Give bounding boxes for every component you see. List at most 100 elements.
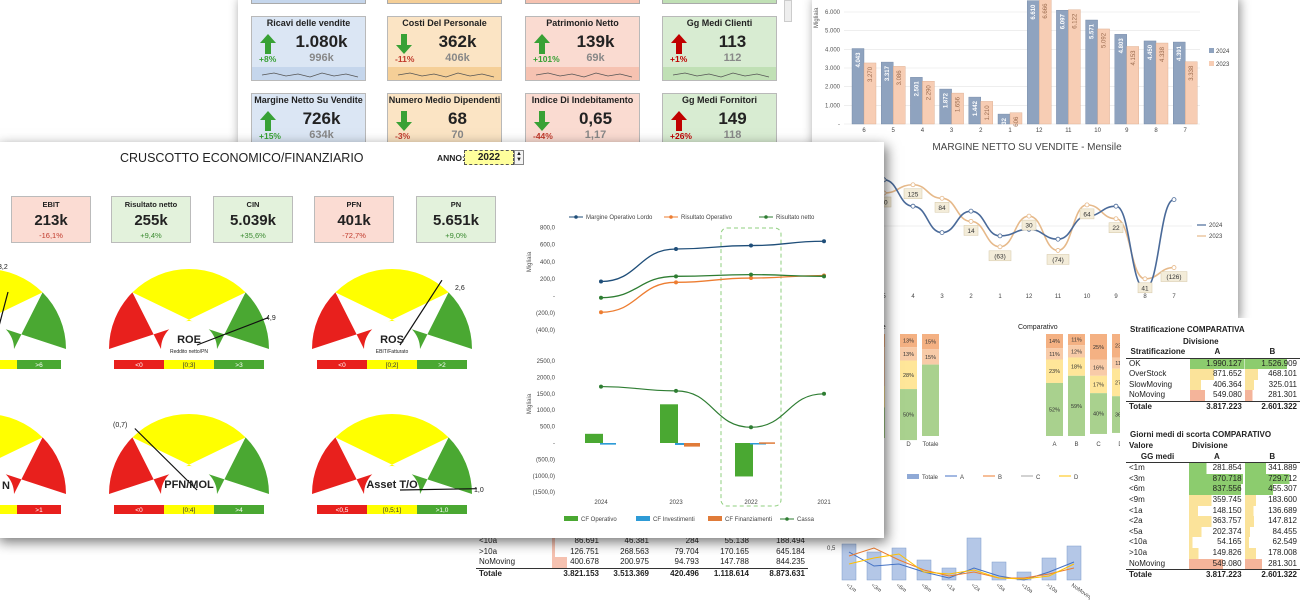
perf-y-tick: (200,0) <box>536 311 555 317</box>
selected-year-highlight <box>720 227 782 507</box>
gg-table: Valore Divisione GG medi A B <1m 281.854 341.88… <box>1126 441 1300 581</box>
margin-point-2023 <box>968 218 974 224</box>
margin-label-box <box>963 225 979 236</box>
stack-segment <box>1046 359 1063 383</box>
table-cell: 325.011 <box>1244 379 1300 391</box>
bar-2023 <box>951 92 964 125</box>
summary-value: 213k <box>34 212 68 229</box>
bar-label-2023: 3.270 <box>868 66 874 82</box>
table-cell: 1.526.909 <box>1244 358 1300 370</box>
scrollbar[interactable] <box>784 0 792 22</box>
arrow-up-icon <box>260 34 276 59</box>
margin-data-label: 84 <box>938 205 946 212</box>
cassa-point <box>674 388 678 393</box>
year-tick: 2022 <box>744 500 758 506</box>
margin-data-label: 64 <box>1083 211 1091 218</box>
table-cell: <2a <box>1129 516 1143 526</box>
table-cell: 281.854 <box>1189 462 1245 474</box>
cf-legend-label: Cassa <box>797 517 815 523</box>
stack-label: 28% <box>903 373 914 379</box>
gauge-needle <box>399 488 477 491</box>
table-cell: 871.652 <box>1189 369 1245 380</box>
bar-2023 <box>922 81 935 125</box>
table-cell: 147.788 <box>720 557 749 567</box>
stack-label: 11% <box>1071 338 1082 344</box>
gauge-range-box <box>317 505 367 514</box>
stack-x-tick: A <box>1052 442 1056 448</box>
table-cell: 1.118.614 <box>702 567 752 580</box>
table-row: <10a 54.165 62.549 <box>1126 537 1300 548</box>
gauge-red-zone <box>312 437 373 494</box>
table-cell: 363.757 <box>1189 516 1245 527</box>
kpi-card-value: 139k <box>576 32 615 51</box>
gauge-red-zone <box>312 292 373 349</box>
year-spinner[interactable]: ▲ ▼ <box>514 150 524 165</box>
kpi-sparkline <box>388 67 501 80</box>
mix-line <box>848 553 1075 580</box>
margin-point-2023 <box>1055 248 1061 253</box>
bar-label-2024: 4.391 <box>1177 45 1183 61</box>
table-row: <1m 281.854 341.889 <box>1126 462 1300 474</box>
table-cell: 86.691 <box>552 536 602 547</box>
gauge-value: 2,6 <box>455 285 465 292</box>
summary-value: 5.651k <box>433 212 479 229</box>
stack-label: 12% <box>1071 349 1082 355</box>
stack-segment <box>1090 393 1107 434</box>
bar-label-2023: 606 <box>1014 116 1020 127</box>
cf-bar <box>684 443 700 447</box>
strat-table: Stratificazione A B OK 1.990.127 1.526.909 Ove… <box>1126 347 1300 413</box>
cf-legend-swatch <box>636 516 650 521</box>
table-row: Totale 3.817.223 2.601.322 <box>1126 569 1300 581</box>
margin-point-2023 <box>1142 276 1148 282</box>
mix-line <box>848 547 1075 579</box>
kpi-top-strip <box>248 0 808 4</box>
gauge-range-label: <0,5 <box>336 507 349 514</box>
table-cell: 46.381 <box>624 536 649 545</box>
mix-x-tick: <10a <box>1020 583 1034 596</box>
table-header-cell: B <box>1244 347 1300 359</box>
arrow-down-icon <box>396 111 412 136</box>
gauge-range-label: <0 <box>338 362 346 369</box>
mix-legend-label: Totale <box>922 475 939 481</box>
table-cell: Totale <box>1126 400 1190 413</box>
gauge-range-box <box>17 505 61 514</box>
summary-card: EBIT 213k -16,1% <box>11 196 91 243</box>
stack-x-tick: C <box>1096 442 1101 448</box>
mix-bar <box>991 561 1007 581</box>
cf-bar <box>759 442 775 444</box>
margin-label-box <box>1046 254 1070 265</box>
stack-x-tick: Totale <box>922 442 939 448</box>
margin-point-2024 <box>1055 236 1061 242</box>
perf-y-tick: (400,0) <box>536 328 555 334</box>
cf-legend-label: CF Operativo <box>581 517 617 523</box>
gauge-yellow-zone <box>0 270 43 334</box>
stack-label: 15% <box>925 340 936 346</box>
x-tick-label: 1 <box>1008 128 1012 134</box>
margin-label-box <box>1137 282 1153 294</box>
cassa-point <box>599 384 603 389</box>
stack-label: 27% <box>1115 380 1120 386</box>
margin-data-label: (74) <box>1052 257 1064 264</box>
summary-pct: +35,6% <box>240 231 266 240</box>
gg-title: Giorni medi di scorta COMPARATIVO <box>1130 430 1272 439</box>
arrow-up-icon <box>534 34 550 59</box>
kpi-card-title: Costi Del Personale <box>402 18 487 28</box>
gauge-base <box>157 349 221 355</box>
kpi-card-pct: -11% <box>395 54 415 64</box>
bar-2023 <box>1009 112 1023 125</box>
table-row: NoMoving 400.678 200.975 94.793 147.788 844.2… <box>476 557 808 569</box>
stack-segment <box>1068 375 1085 436</box>
stack-segment <box>1046 334 1063 349</box>
perf-y-tick: 200,0 <box>540 277 556 283</box>
mix-bar <box>1066 545 1082 581</box>
gauge-range-box <box>114 505 164 514</box>
x-tick-label: 8 <box>1154 128 1158 134</box>
stack-segment <box>900 347 917 361</box>
kpi-card-title: Numero Medio Dipendenti <box>388 95 501 105</box>
margin-label-box <box>934 202 950 213</box>
bar-2023 <box>980 101 994 125</box>
year-dropdown[interactable]: 2022 <box>464 150 514 165</box>
mix-legend-label: A <box>960 475 964 481</box>
cf-y-tick: 1500,0 <box>537 392 556 398</box>
dashboard-title: CRUSCOTTO ECONOMICO/FINANZIARIO <box>120 151 364 165</box>
